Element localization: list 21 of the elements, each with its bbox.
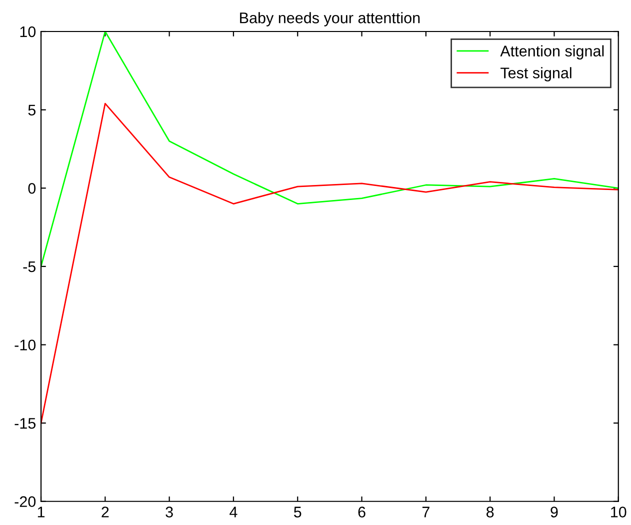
chart-title: Baby needs your attenttion [240,12,420,26]
x-tick-label: 4 [230,506,238,518]
y-tick-label: -20 [14,496,36,508]
x-tick-label: 5 [294,506,302,518]
x-tick-label: 6 [358,506,366,518]
y-tick-label: 5 [28,104,36,116]
y-tick-label: 0 [28,182,36,194]
x-tick-label: 7 [422,506,430,518]
y-tick-label: 10 [20,26,36,38]
x-tick-label: 1 [38,506,45,518]
x-tick-label: 3 [166,506,173,518]
x-tick-label: 2 [102,506,109,518]
x-tick-label: 9 [550,506,558,518]
x-tick-label: 8 [486,506,494,518]
y-tick-label: -15 [14,418,36,429]
line-series [41,102,618,424]
y-tick-label: -10 [14,340,36,350]
y-tick-label: -5 [23,261,36,272]
legend-label: Attention signal [500,45,604,60]
x-tick-label: 10 [611,506,626,518]
legend-label: Test signal [500,67,572,82]
